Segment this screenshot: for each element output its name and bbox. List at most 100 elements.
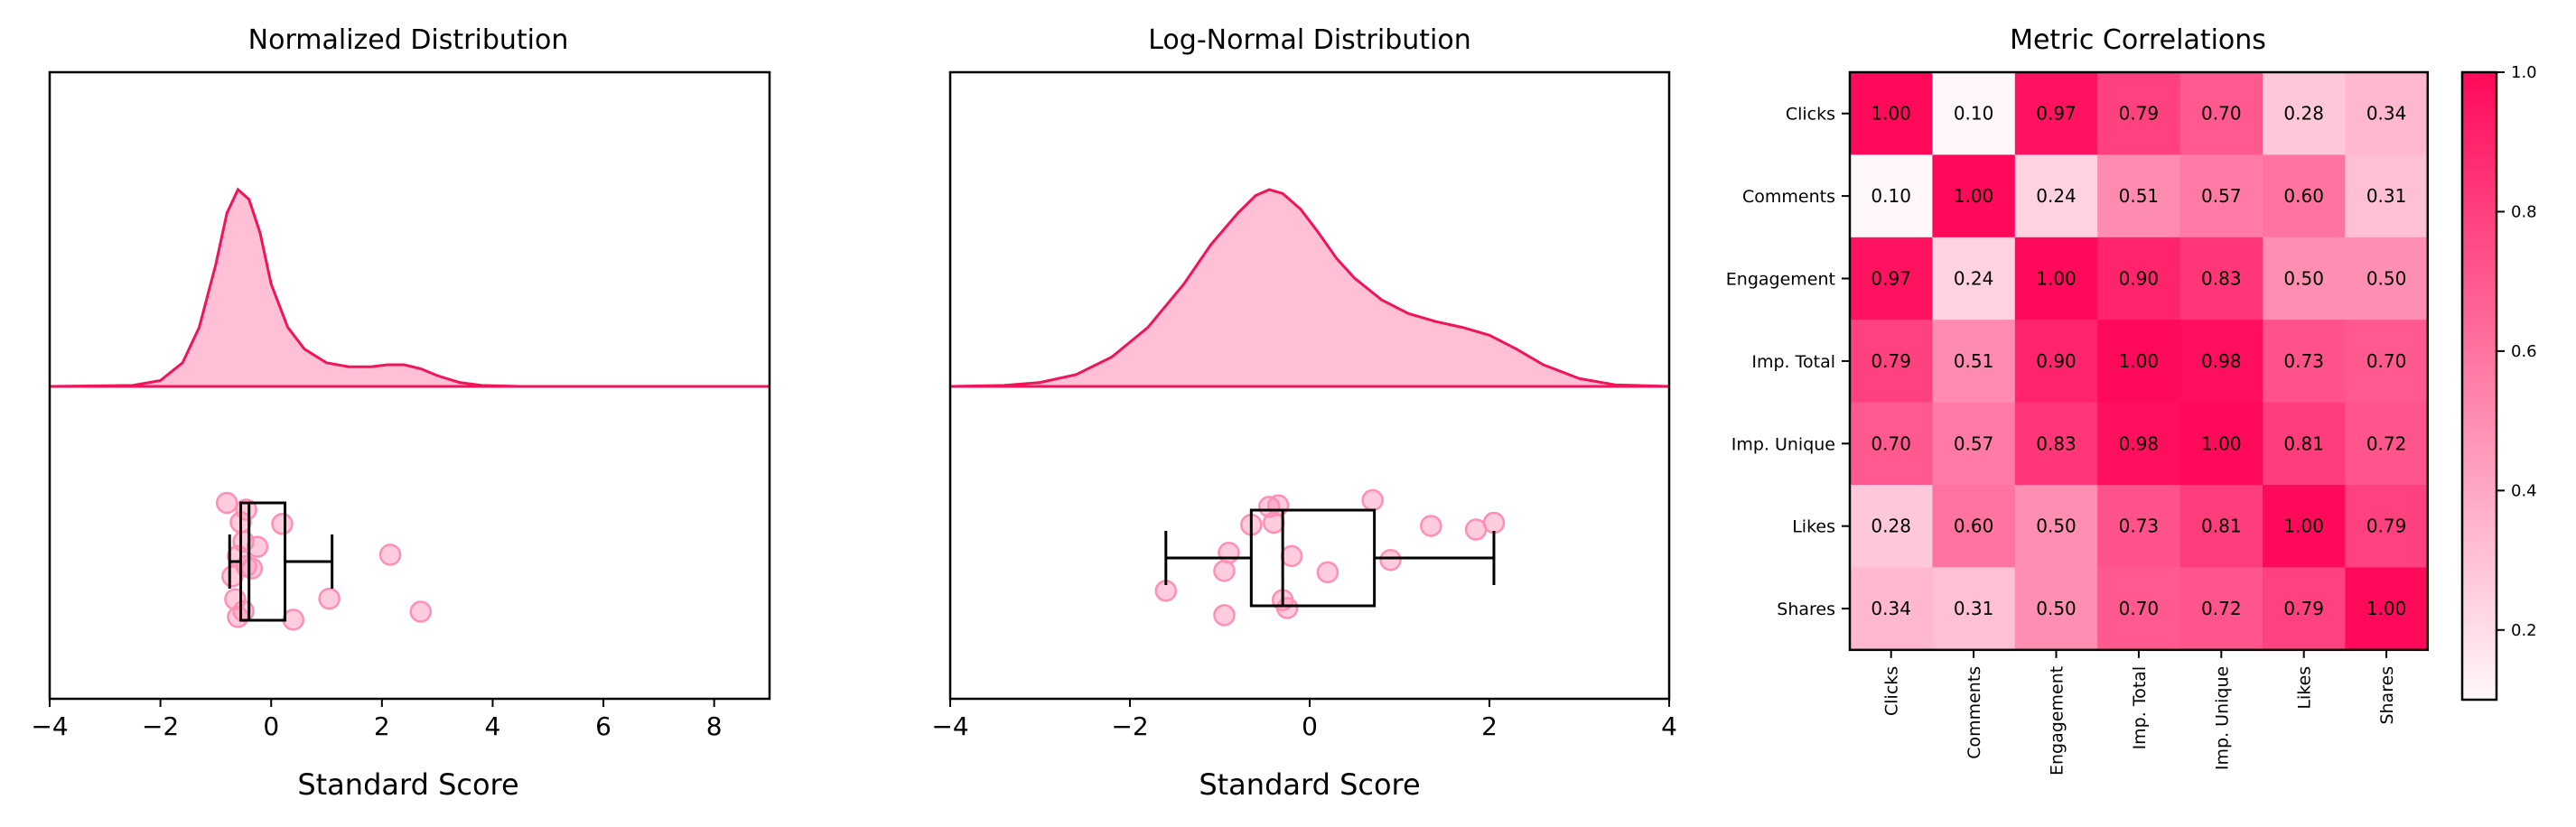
- cell-label: 0.79: [2119, 103, 2160, 125]
- cell-label: 1.00: [2036, 268, 2077, 290]
- data-point: [318, 587, 341, 610]
- heatmap-cell: [2345, 237, 2429, 321]
- x-tick-label: 0: [263, 711, 279, 741]
- row-label: Clicks: [1786, 105, 1835, 125]
- cell-label: 0.81: [2283, 432, 2324, 454]
- box: [239, 501, 287, 622]
- heatmap-cell: [1932, 72, 2016, 155]
- heatmap-cell: [1850, 485, 1933, 568]
- heatmap-cell: [2345, 72, 2429, 155]
- heatmap-cell: [1932, 154, 2016, 238]
- x-tick-label: −4: [31, 711, 68, 741]
- cell-label: 0.98: [2201, 350, 2242, 372]
- data-point: [1275, 597, 1299, 619]
- column-label: Imp. Total: [2130, 666, 2150, 750]
- heatmap-cell: [2014, 72, 2098, 155]
- x-tick-label: 4: [485, 711, 501, 741]
- cell-label: 0.50: [2036, 598, 2077, 619]
- heatmap-cell: [2263, 320, 2346, 404]
- box: [1249, 508, 1377, 608]
- cell-label: 0.51: [2119, 185, 2160, 207]
- heatmap-cell: [2179, 72, 2263, 155]
- cell-label: 0.83: [2036, 432, 2077, 454]
- heatmap-cell: [1850, 567, 1933, 651]
- x-tick-label: 4: [1661, 711, 1677, 741]
- heatmap-cell: [1932, 402, 2016, 486]
- cell-label: 0.70: [2366, 350, 2407, 372]
- density-line: [49, 187, 770, 388]
- row-label: Shares: [1777, 599, 1835, 619]
- cell-label: 1.00: [2119, 350, 2160, 372]
- density-line: [949, 188, 1670, 388]
- heatmap-cell: [2097, 567, 2181, 651]
- panel2-plot: −4 −2 0 2 4: [931, 70, 1677, 741]
- heatmap-cell: [2014, 485, 2098, 568]
- row-label: Imp. Total: [1751, 352, 1835, 372]
- x-tick-label: 6: [595, 711, 611, 741]
- cell-label: 0.51: [1954, 350, 1994, 372]
- cell-label: 0.72: [2201, 598, 2242, 619]
- cell-label: 1.00: [2366, 598, 2407, 619]
- cell-label: 0.10: [1871, 185, 1911, 207]
- x-tick-label: −2: [142, 711, 179, 741]
- heatmap-cell: [1932, 567, 2016, 651]
- cell-label: 0.70: [2201, 103, 2242, 125]
- cell-label: 0.28: [1871, 516, 1911, 537]
- cell-label: 0.24: [1954, 268, 1994, 290]
- data-point: [378, 544, 402, 566]
- cell-label: 0.10: [1954, 103, 1994, 125]
- data-point: [1266, 494, 1290, 517]
- heatmap-title: Metric Correlations: [2010, 24, 2266, 56]
- colorbar-tick-label: 0.8: [2511, 202, 2537, 221]
- heatmap-cell: [1850, 72, 1933, 155]
- heatmap-cell: [1932, 237, 2016, 321]
- row-label: Engagement: [1726, 270, 1835, 290]
- cell-label: 0.50: [2283, 268, 2324, 290]
- cell-label: 1.00: [2201, 432, 2242, 454]
- heatmap-cell: [2097, 237, 2181, 321]
- data-point: [1213, 560, 1236, 582]
- cell-label: 0.57: [1954, 432, 1994, 454]
- heatmap-cell: [2179, 237, 2263, 321]
- x-tick-label: 8: [706, 711, 723, 741]
- density-area: [950, 190, 1669, 386]
- column-label: Imp. Unique: [2212, 666, 2232, 770]
- x-tick-label: 0: [1302, 711, 1318, 741]
- heatmap-cell: [2345, 320, 2429, 404]
- panel1-plot: −4 −2 0 2 4 6 8: [31, 70, 771, 741]
- cell-label: 0.57: [2201, 185, 2242, 207]
- data-point: [1420, 515, 1442, 537]
- cell-label: 0.28: [2283, 103, 2324, 125]
- row-label: Likes: [1792, 517, 1835, 537]
- panel2-title: Log-Normal Distribution: [1148, 24, 1471, 56]
- data-point: [1316, 561, 1339, 584]
- heatmap-cell: [2345, 485, 2429, 568]
- cell-label: 0.83: [2201, 268, 2242, 290]
- heatmap-cell: [2263, 567, 2346, 651]
- cell-label: 0.60: [2283, 185, 2324, 207]
- heatmap-cell: [2097, 402, 2181, 486]
- cell-label: 0.90: [2036, 350, 2077, 372]
- heatmap-cell: [1850, 402, 1933, 486]
- data-point: [271, 513, 294, 535]
- cell-label: 0.97: [1871, 268, 1911, 290]
- column-label: Engagement: [2048, 666, 2067, 776]
- panel1-title: Normalized Distribution: [248, 24, 569, 56]
- cell-label: 0.50: [2036, 516, 2077, 537]
- column-label: Likes: [2295, 666, 2315, 710]
- colorbar-bar: [2460, 70, 2498, 702]
- cell-label: 0.79: [1871, 350, 1911, 372]
- cell-label: 0.31: [1954, 598, 1994, 619]
- cell-label: 0.24: [2036, 185, 2077, 207]
- axes-frame: [48, 70, 771, 701]
- colorbar-tick-label: 0.2: [2511, 621, 2537, 640]
- data-point: [1361, 488, 1384, 512]
- heatmap-cell: [2097, 154, 2181, 238]
- cell-label: 0.90: [2119, 268, 2160, 290]
- heatmap-cell: [2263, 402, 2346, 486]
- heatmap-plot: 1.00 0.10 0.97 0.79 0.70 0.28 0.34 0.10 1.00 0.24…: [1726, 70, 2430, 776]
- heatmap-cell: [2097, 485, 2181, 568]
- cell-label: 0.70: [2119, 598, 2160, 619]
- heatmap-cell: [2014, 402, 2098, 486]
